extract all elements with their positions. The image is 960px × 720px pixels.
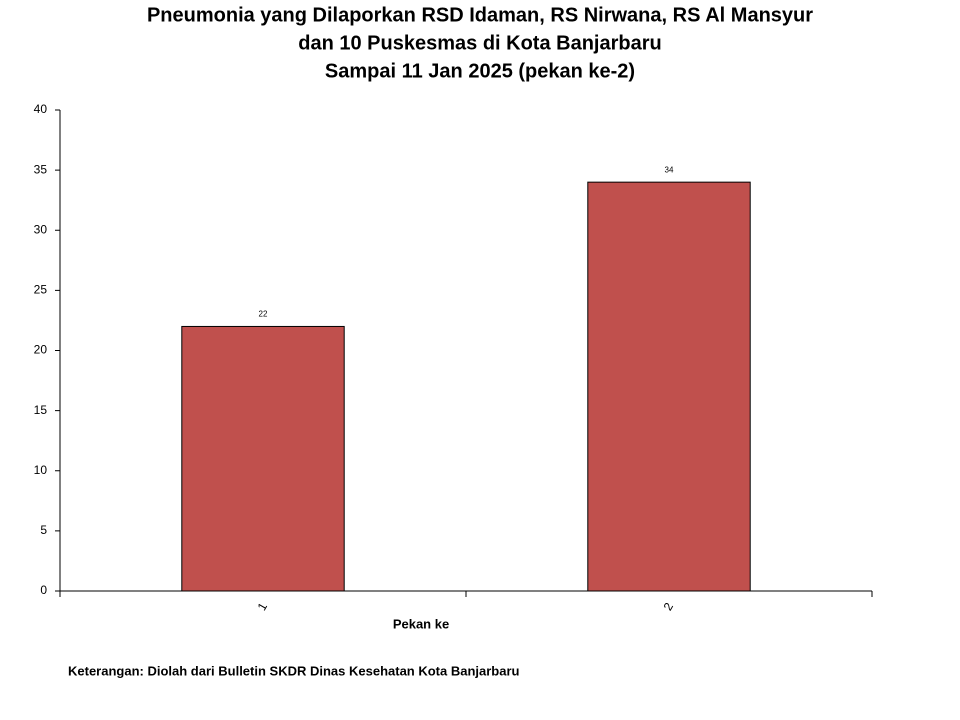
- y-tick-label: 30: [34, 222, 48, 236]
- bar: [181, 325, 345, 592]
- x-tick-label: 1: [255, 600, 271, 613]
- y-tick-label: 20: [34, 343, 48, 357]
- y-tick-label: 40: [34, 102, 48, 116]
- y-tick-label: 0: [40, 583, 47, 597]
- y-tick-label: 15: [34, 403, 48, 417]
- x-axis-label: Pekan ke: [393, 616, 449, 631]
- chart-title: Pneumonia yang Dilaporkan RSD Idaman, RS…: [147, 4, 813, 26]
- chart-title: Sampai 11 Jan 2025 (pekan ke-2): [325, 60, 635, 82]
- y-tick-label: 5: [40, 523, 47, 537]
- data-label: 22: [259, 310, 268, 319]
- y-tick-label: 35: [34, 162, 48, 176]
- bar: [587, 181, 751, 592]
- note: Keterangan: Diolah dari Bulletin SKDR Di…: [68, 663, 520, 678]
- x-tick-label: 2: [661, 600, 677, 613]
- data-label: 34: [665, 165, 674, 174]
- y-tick-label: 25: [34, 283, 48, 297]
- y-tick-label: 10: [34, 463, 48, 477]
- chart-title: dan 10 Puskesmas di Kota Banjarbaru: [298, 32, 661, 54]
